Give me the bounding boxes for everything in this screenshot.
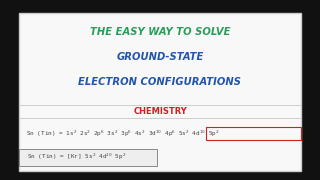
Text: CHEMISTRY: CHEMISTRY [133, 107, 187, 116]
Text: Sn (Tin) = 1s$^2$ 2s$^2$ 2p$^6$ 3s$^2$ 3p$^6$ 4s$^2$ 3d$^{10}$ 4p$^6$ 5s$^2$ 4d$: Sn (Tin) = 1s$^2$ 2s$^2$ 2p$^6$ 3s$^2$ 3… [26, 129, 219, 139]
Text: THE EASY WAY TO SOLVE: THE EASY WAY TO SOLVE [90, 27, 230, 37]
FancyBboxPatch shape [19, 13, 301, 171]
Text: Sn (Tin) = [Kr] 5s$^2$ 4d$^{10}$ 5p$^2$: Sn (Tin) = [Kr] 5s$^2$ 4d$^{10}$ 5p$^2$ [27, 151, 127, 162]
FancyBboxPatch shape [19, 148, 157, 166]
Text: ELECTRON CONFIGURATIONS: ELECTRON CONFIGURATIONS [78, 77, 242, 87]
Text: GROUND-STATE: GROUND-STATE [116, 52, 204, 62]
